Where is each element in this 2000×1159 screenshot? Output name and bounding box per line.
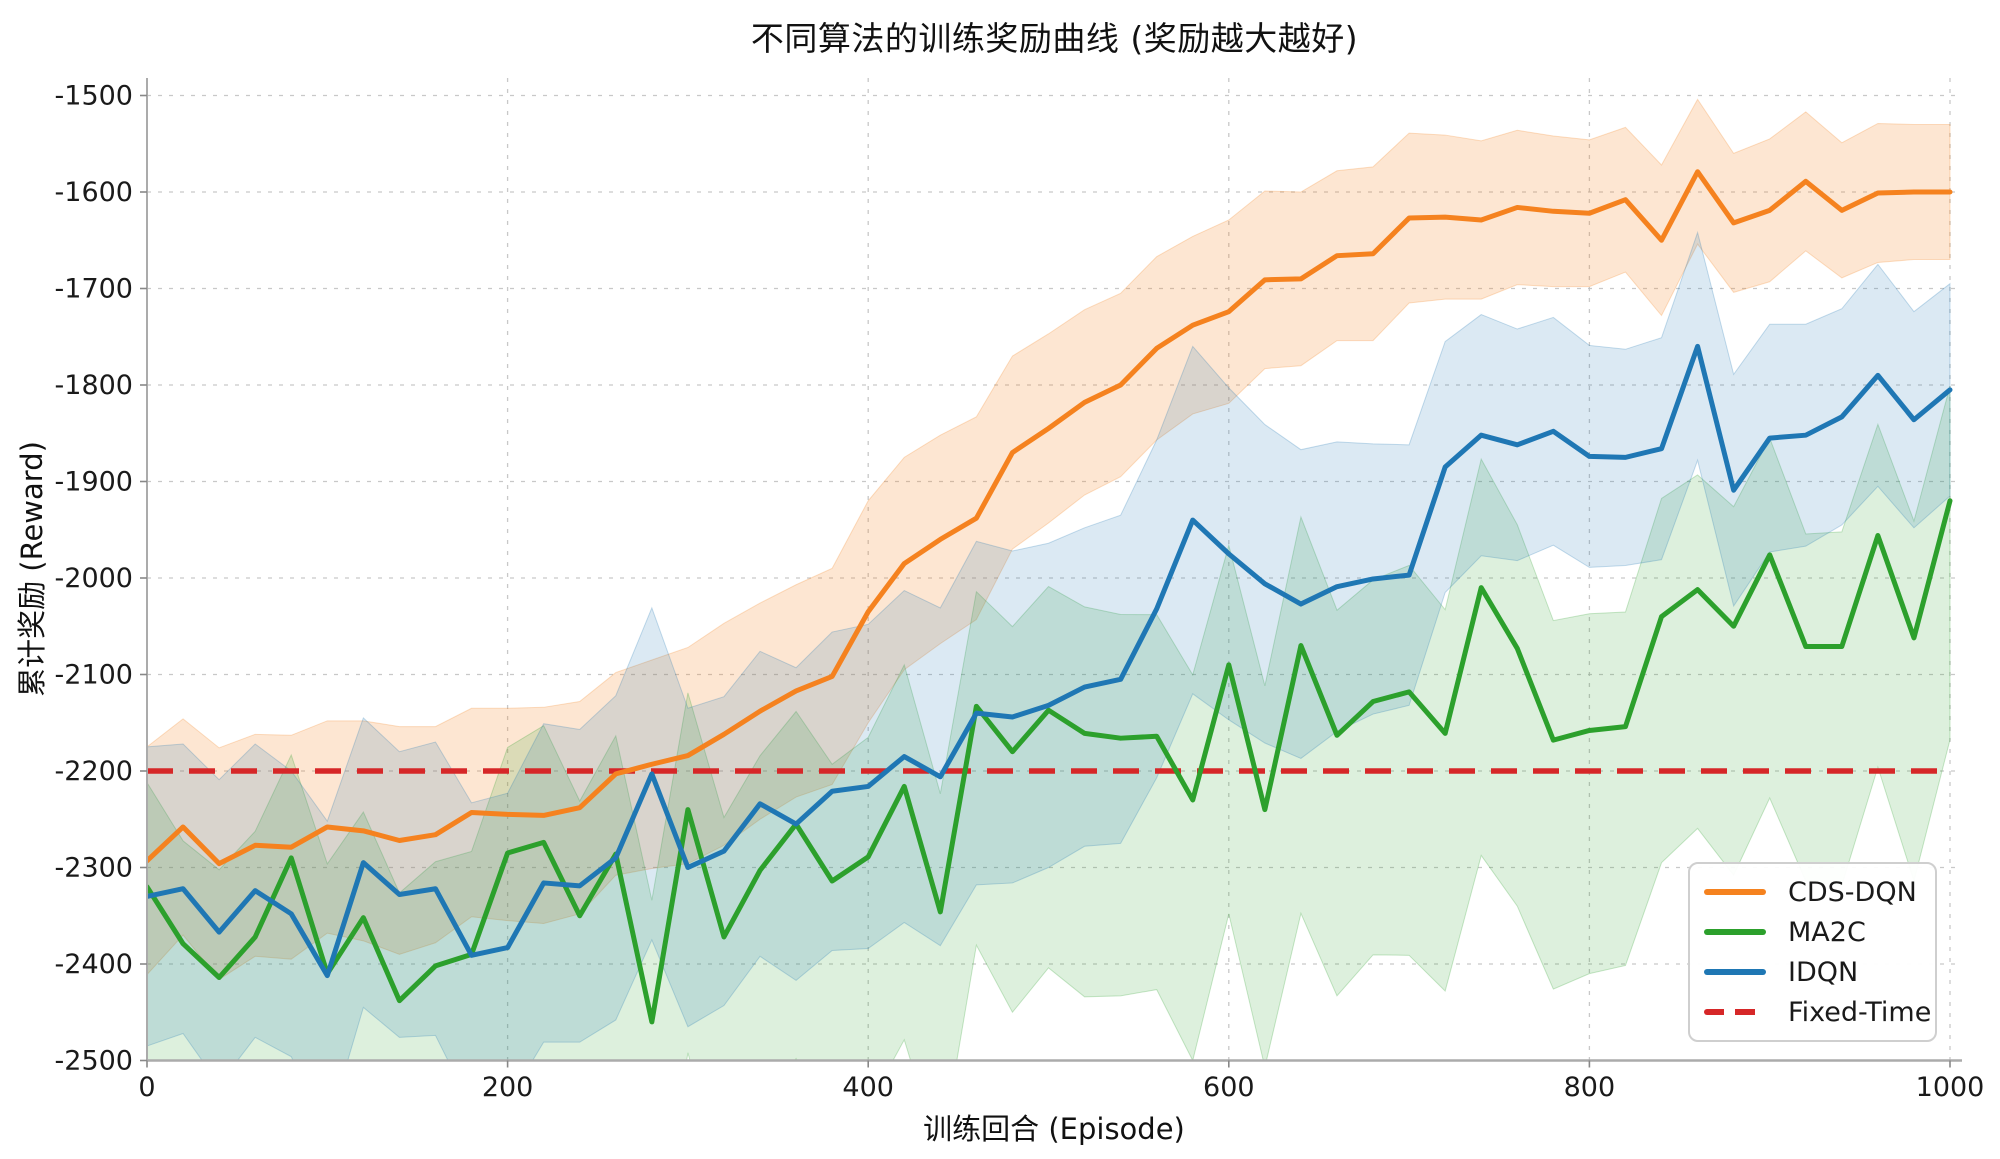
- ma2c-confidence-band: [147, 386, 1951, 1061]
- idqn-line: [147, 343, 1953, 979]
- y-tick-label: -2200: [55, 756, 133, 787]
- legend-label: Fixed-Time: [1788, 996, 1932, 1028]
- x-tick-label: 1000: [1916, 1072, 1985, 1103]
- y-axis-label: 累计奖励 (Reward): [15, 441, 49, 697]
- legend-item-idqn: IDQN: [1704, 952, 1935, 992]
- x-tick-label: 800: [1564, 1072, 1616, 1103]
- fixed-time-dashed-line-sample: [1704, 1009, 1766, 1015]
- y-tick-label: -1600: [55, 177, 133, 208]
- y-tick-label: -1700: [55, 274, 133, 305]
- ma2c-line: [147, 498, 1953, 1025]
- x-axis-label: 训练回合 (Episode): [923, 1112, 1185, 1146]
- legend-item-ma2c: MA2C: [1704, 912, 1935, 952]
- y-tick-label: -2300: [55, 853, 133, 884]
- legend-item-cds-dqn: CDS-DQN: [1704, 872, 1935, 912]
- y-tick-label: -2500: [55, 1046, 133, 1077]
- legend: CDS-DQN MA2C IDQN Fixed-Time: [1688, 862, 1937, 1042]
- ma2c-line-sample: [1704, 929, 1766, 935]
- chart-title: 不同算法的训练奖励曲线 (奖励越大越好): [750, 19, 1359, 58]
- y-tick-label: -1800: [55, 370, 133, 401]
- y-tick-label: -2400: [55, 949, 133, 980]
- x-tick-label: 200: [482, 1072, 534, 1103]
- legend-label: MA2C: [1788, 916, 1866, 948]
- cds-dqn-line: [147, 169, 1953, 867]
- y-tick-label: -2100: [55, 660, 133, 691]
- y-tick-label: -2000: [55, 563, 133, 594]
- legend-label: IDQN: [1788, 956, 1859, 988]
- y-tick-label: -1900: [55, 467, 133, 498]
- legend-item-fixed-time: Fixed-Time: [1704, 992, 1935, 1032]
- x-tick-label: 0: [138, 1072, 155, 1103]
- cds-dqn-confidence-band: [147, 98, 1951, 981]
- idqn-line-sample: [1704, 969, 1766, 975]
- legend-label: CDS-DQN: [1788, 876, 1917, 908]
- y-tick-label: -1500: [55, 81, 133, 112]
- cds-dqn-line-sample: [1704, 889, 1766, 895]
- x-tick-label: 400: [842, 1072, 894, 1103]
- x-tick-label: 600: [1203, 1072, 1255, 1103]
